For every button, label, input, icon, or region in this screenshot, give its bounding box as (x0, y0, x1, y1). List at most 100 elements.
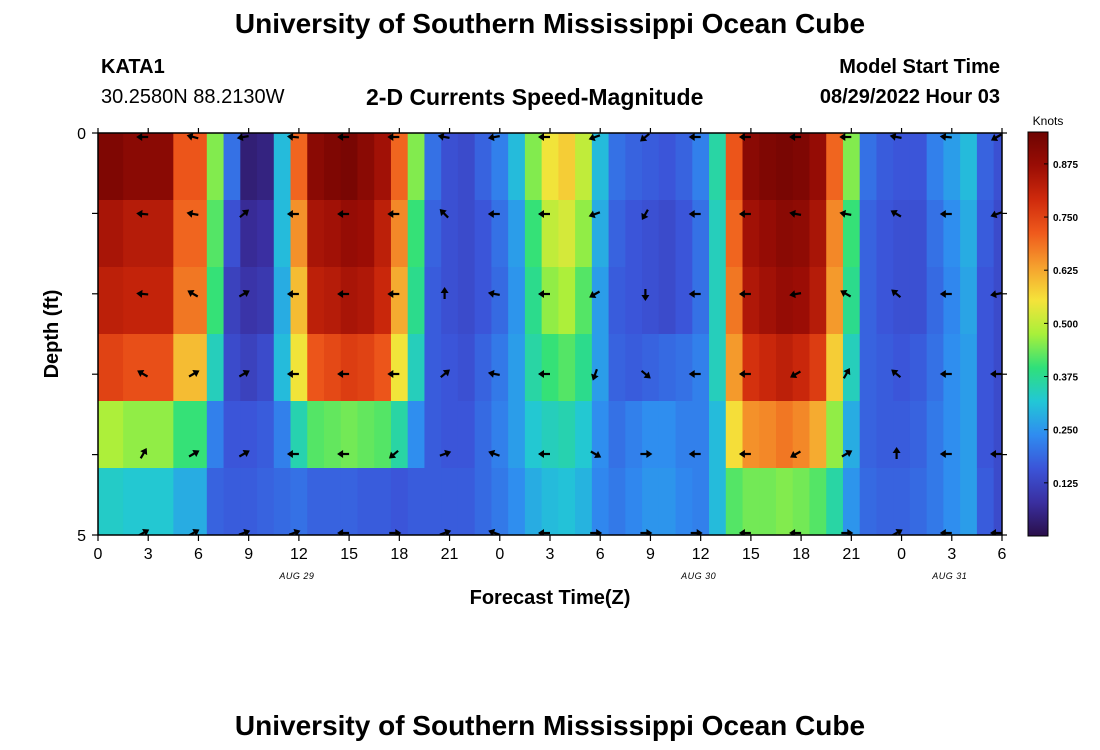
heat-cell (658, 133, 677, 201)
heat-cell (960, 200, 978, 268)
current-arrow (839, 133, 852, 141)
heat-cell (98, 267, 124, 335)
heat-cell (206, 401, 225, 469)
current-arrow (538, 133, 550, 141)
heat-cell (658, 267, 677, 335)
heat-cell (859, 334, 878, 402)
x-tick-label: 0 (495, 546, 504, 563)
heat-cell (960, 401, 978, 469)
current-arrow (738, 290, 751, 298)
heat-cell (608, 468, 626, 535)
heat-cell (390, 401, 409, 469)
heat-cell (240, 133, 258, 201)
heat-cell (909, 200, 928, 268)
heat-cell (725, 401, 744, 469)
colorbar-tick-label: 0.375 (1053, 373, 1078, 384)
current-arrow (538, 370, 550, 378)
current-arrow (640, 450, 653, 458)
current-arrow (437, 133, 450, 141)
heat-cell (725, 334, 744, 402)
heat-cell (123, 401, 174, 469)
heat-cell (541, 200, 559, 268)
heat-cell (340, 133, 359, 201)
heat-cell (642, 401, 660, 469)
heat-cell (424, 133, 442, 201)
current-arrows (136, 133, 1002, 535)
heat-cell (842, 334, 861, 402)
heat-cell (575, 267, 593, 335)
heat-cell (273, 267, 292, 335)
heat-cell (608, 334, 626, 402)
current-arrow (136, 209, 149, 218)
current-arrow (487, 210, 500, 218)
heat-cell (842, 468, 861, 535)
x-tick-label: 9 (646, 546, 655, 563)
heat-cell (709, 468, 727, 535)
heat-cell (508, 401, 526, 469)
colorbar-tick-label: 0.750 (1053, 213, 1078, 224)
heat-cell (223, 267, 241, 335)
heat-cell (374, 200, 392, 268)
heat-cell (273, 334, 292, 402)
heat-cell (474, 334, 493, 402)
heat-cell (642, 133, 660, 201)
heat-cell (524, 267, 543, 335)
colorbar-tick-label: 0.875 (1053, 160, 1078, 171)
heat-cell (407, 468, 426, 535)
current-arrow (387, 290, 400, 298)
current-arrow (286, 450, 299, 458)
heat-cell (257, 334, 275, 402)
current-arrow (337, 450, 350, 458)
heat-cell (273, 401, 292, 469)
heat-cell (893, 133, 911, 201)
heat-cell (508, 133, 526, 201)
heat-cell (608, 133, 626, 201)
heat-cell (223, 334, 241, 402)
heat-cell (709, 133, 727, 201)
heat-cell (692, 200, 710, 268)
heat-cell (424, 334, 442, 402)
heat-cell (909, 401, 928, 469)
heat-cell (926, 133, 945, 201)
heat-cell (357, 334, 375, 402)
heat-cell (424, 468, 442, 535)
current-arrow (690, 529, 703, 535)
current-arrow (738, 133, 751, 141)
current-arrow (688, 290, 701, 298)
heat-cell (173, 401, 208, 469)
current-arrow (337, 290, 350, 298)
heat-cell (725, 267, 744, 335)
heat-cell (206, 133, 225, 201)
heat-cell (943, 334, 961, 402)
current-arrow (488, 528, 500, 535)
heat-cell (508, 200, 526, 268)
heat-cell (943, 468, 961, 535)
heat-cell (591, 334, 610, 402)
current-arrow (842, 367, 851, 379)
current-arrow (387, 133, 400, 141)
heat-cell (625, 468, 643, 535)
current-arrow (286, 210, 299, 218)
current-arrow (136, 289, 149, 298)
heat-cell (558, 401, 576, 469)
current-arrow (990, 133, 1002, 141)
heat-cell (98, 468, 124, 535)
current-arrow (990, 370, 1002, 378)
current-arrow (238, 450, 250, 458)
x-axis-label: Forecast Time(Z) (470, 587, 631, 609)
heat-cell (374, 468, 392, 535)
station-id: KATA1 (101, 56, 165, 78)
heat-cell (809, 133, 827, 201)
heat-cell (324, 267, 342, 335)
model-start-label: Model Start Time (839, 56, 1000, 78)
colorbar-tick-label: 0.250 (1053, 426, 1078, 437)
current-arrow (337, 133, 350, 141)
heat-cell (491, 468, 509, 535)
heat-cell (524, 200, 543, 268)
current-arrow (188, 370, 200, 378)
x-tick-label: 12 (290, 546, 308, 563)
heat-cell (658, 200, 677, 268)
y-tick-label: 0 (77, 126, 86, 143)
heat-cell (759, 200, 777, 268)
